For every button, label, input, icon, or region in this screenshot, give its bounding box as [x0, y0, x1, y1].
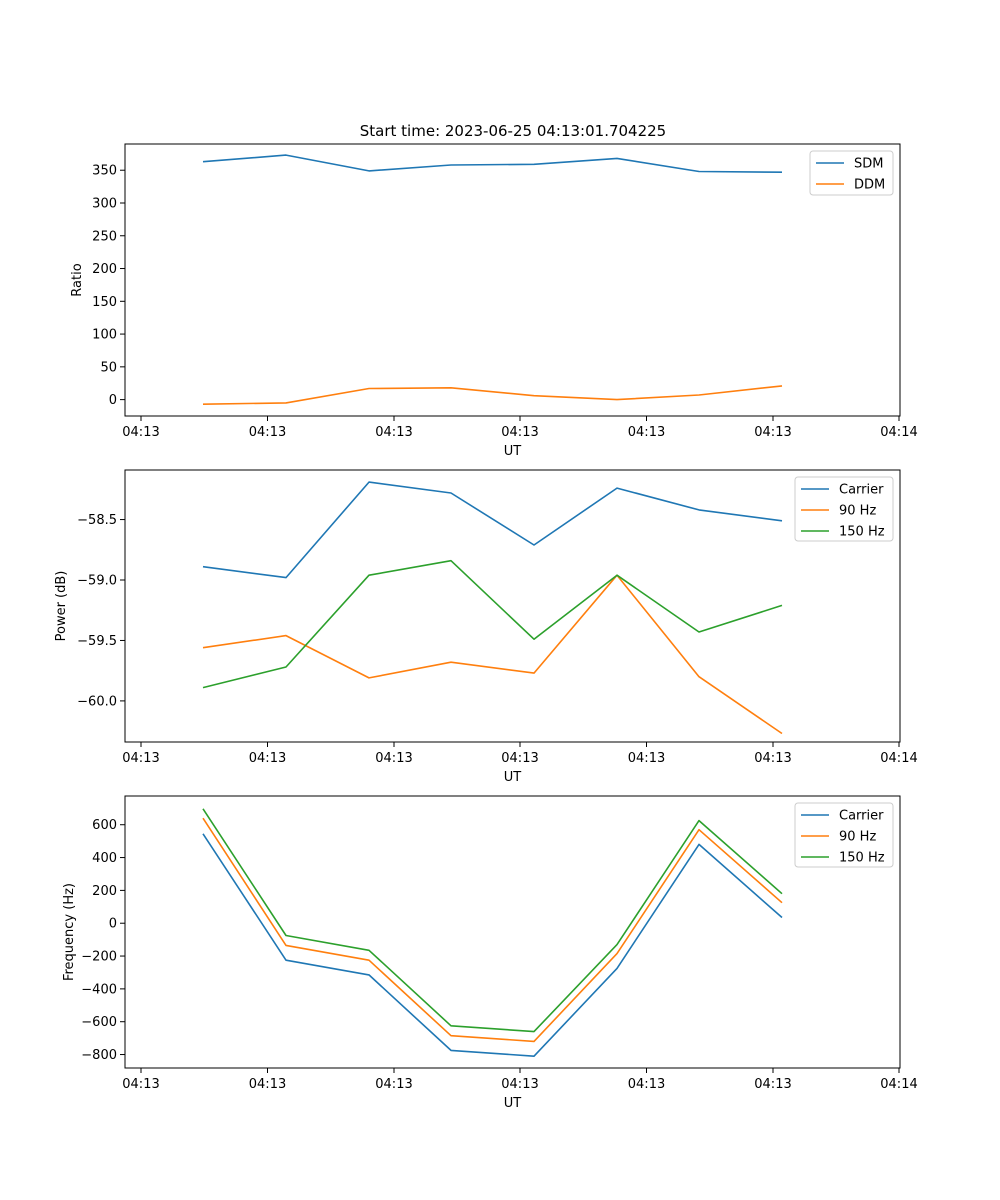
- x-tick-label: 04:13: [249, 425, 286, 440]
- y-tick-label: 200: [92, 262, 117, 277]
- y-tick-label: −60.0: [77, 694, 117, 709]
- series-line-90-hz: [202, 574, 783, 735]
- x-tick-label: 04:13: [249, 1077, 286, 1092]
- y-tick-label: 600: [92, 818, 117, 833]
- y-tick-label: −59.0: [77, 574, 117, 589]
- axes-frame: [124, 795, 901, 1069]
- x-tick-label: 04:13: [375, 425, 412, 440]
- chart-panel-2: 04:13 04:13 04:13 04:13 04:13 04:13 04:14 −60.0…: [54, 469, 918, 785]
- legend-label: Carrier: [839, 809, 884, 824]
- legend-box: [794, 476, 894, 542]
- y-tick-label: 250: [92, 229, 117, 244]
- series-line-carrier: [202, 833, 783, 1057]
- x-axis-label: UT: [504, 1096, 522, 1111]
- y-tick-label: −600: [81, 1015, 117, 1030]
- legend-label: 90 Hz: [839, 504, 876, 519]
- x-tick-label: 04:13: [628, 425, 665, 440]
- y-tick-label: 0: [109, 393, 117, 408]
- x-tick-label: 04:13: [375, 751, 412, 766]
- y-tick-label: 200: [92, 884, 117, 899]
- legend-box: [794, 802, 894, 868]
- x-tick-label: 04:13: [754, 425, 791, 440]
- series-line-carrier: [202, 481, 783, 579]
- chart-panel-1: 04:13 04:13 04:13 04:13 04:13 04:13 04:14 0 50 10…: [70, 143, 918, 459]
- x-axis-label: UT: [504, 444, 522, 459]
- y-tick-label: 300: [92, 196, 117, 211]
- y-tick-label: 400: [92, 851, 117, 866]
- x-tick-label: 04:14: [880, 425, 917, 440]
- x-tick-label: 04:13: [501, 751, 538, 766]
- y-tick-label: −59.5: [77, 634, 117, 649]
- y-tick-label: 50: [100, 360, 117, 375]
- x-tick-label: 04:13: [501, 1077, 538, 1092]
- y-tick-label: 100: [92, 328, 117, 343]
- x-tick-label: 04:13: [122, 1077, 159, 1092]
- x-tick-label: 04:13: [754, 1077, 791, 1092]
- x-tick-label: 04:14: [880, 1077, 917, 1092]
- y-tick-label: −800: [81, 1048, 117, 1063]
- legend: Carrier 90 Hz 150 Hz: [794, 802, 894, 868]
- axes-frame: [124, 143, 901, 417]
- y-tick-label: 350: [92, 164, 117, 179]
- y-tick-label: −58.5: [77, 513, 117, 528]
- series-line-sdm: [202, 154, 783, 173]
- legend-label: 150 Hz: [839, 525, 885, 540]
- x-tick-label: 04:13: [628, 1077, 665, 1092]
- y-tick-label: 0: [109, 917, 117, 932]
- y-axis-label: Frequency (Hz): [62, 883, 77, 981]
- series-line-ddm: [202, 385, 783, 405]
- x-tick-label: 04:13: [501, 425, 538, 440]
- x-tick-label: 04:13: [249, 751, 286, 766]
- figure-title: Start time: 2023-06-25 04:13:01.704225: [360, 122, 666, 140]
- chart-panel-3: 04:13 04:13 04:13 04:13 04:13 04:13 04:14 −800 −…: [62, 795, 918, 1111]
- series-line-150-hz: [202, 808, 783, 1033]
- y-axis-label: Power (dB): [54, 571, 69, 642]
- legend-label: 90 Hz: [839, 830, 876, 845]
- y-axis-label: Ratio: [70, 263, 85, 296]
- legend: SDM DDM: [809, 150, 894, 196]
- x-tick-label: 04:14: [880, 751, 917, 766]
- x-tick-label: 04:13: [375, 1077, 412, 1092]
- legend-label: DDM: [854, 178, 885, 193]
- legend-label: SDM: [854, 157, 883, 172]
- x-tick-label: 04:13: [628, 751, 665, 766]
- x-axis-label: UT: [504, 770, 522, 785]
- series-line-90-hz: [202, 817, 783, 1043]
- axes-frame: [124, 469, 901, 743]
- legend-label: 150 Hz: [839, 851, 885, 866]
- x-tick-label: 04:13: [122, 425, 159, 440]
- legend: Carrier 90 Hz 150 Hz: [794, 476, 894, 542]
- y-tick-label: −400: [81, 982, 117, 997]
- x-tick-label: 04:13: [754, 751, 791, 766]
- y-tick-label: 150: [92, 295, 117, 310]
- y-tick-label: −200: [81, 950, 117, 965]
- series-line-150-hz: [202, 559, 783, 689]
- legend-label: Carrier: [839, 483, 884, 498]
- x-tick-label: 04:13: [122, 751, 159, 766]
